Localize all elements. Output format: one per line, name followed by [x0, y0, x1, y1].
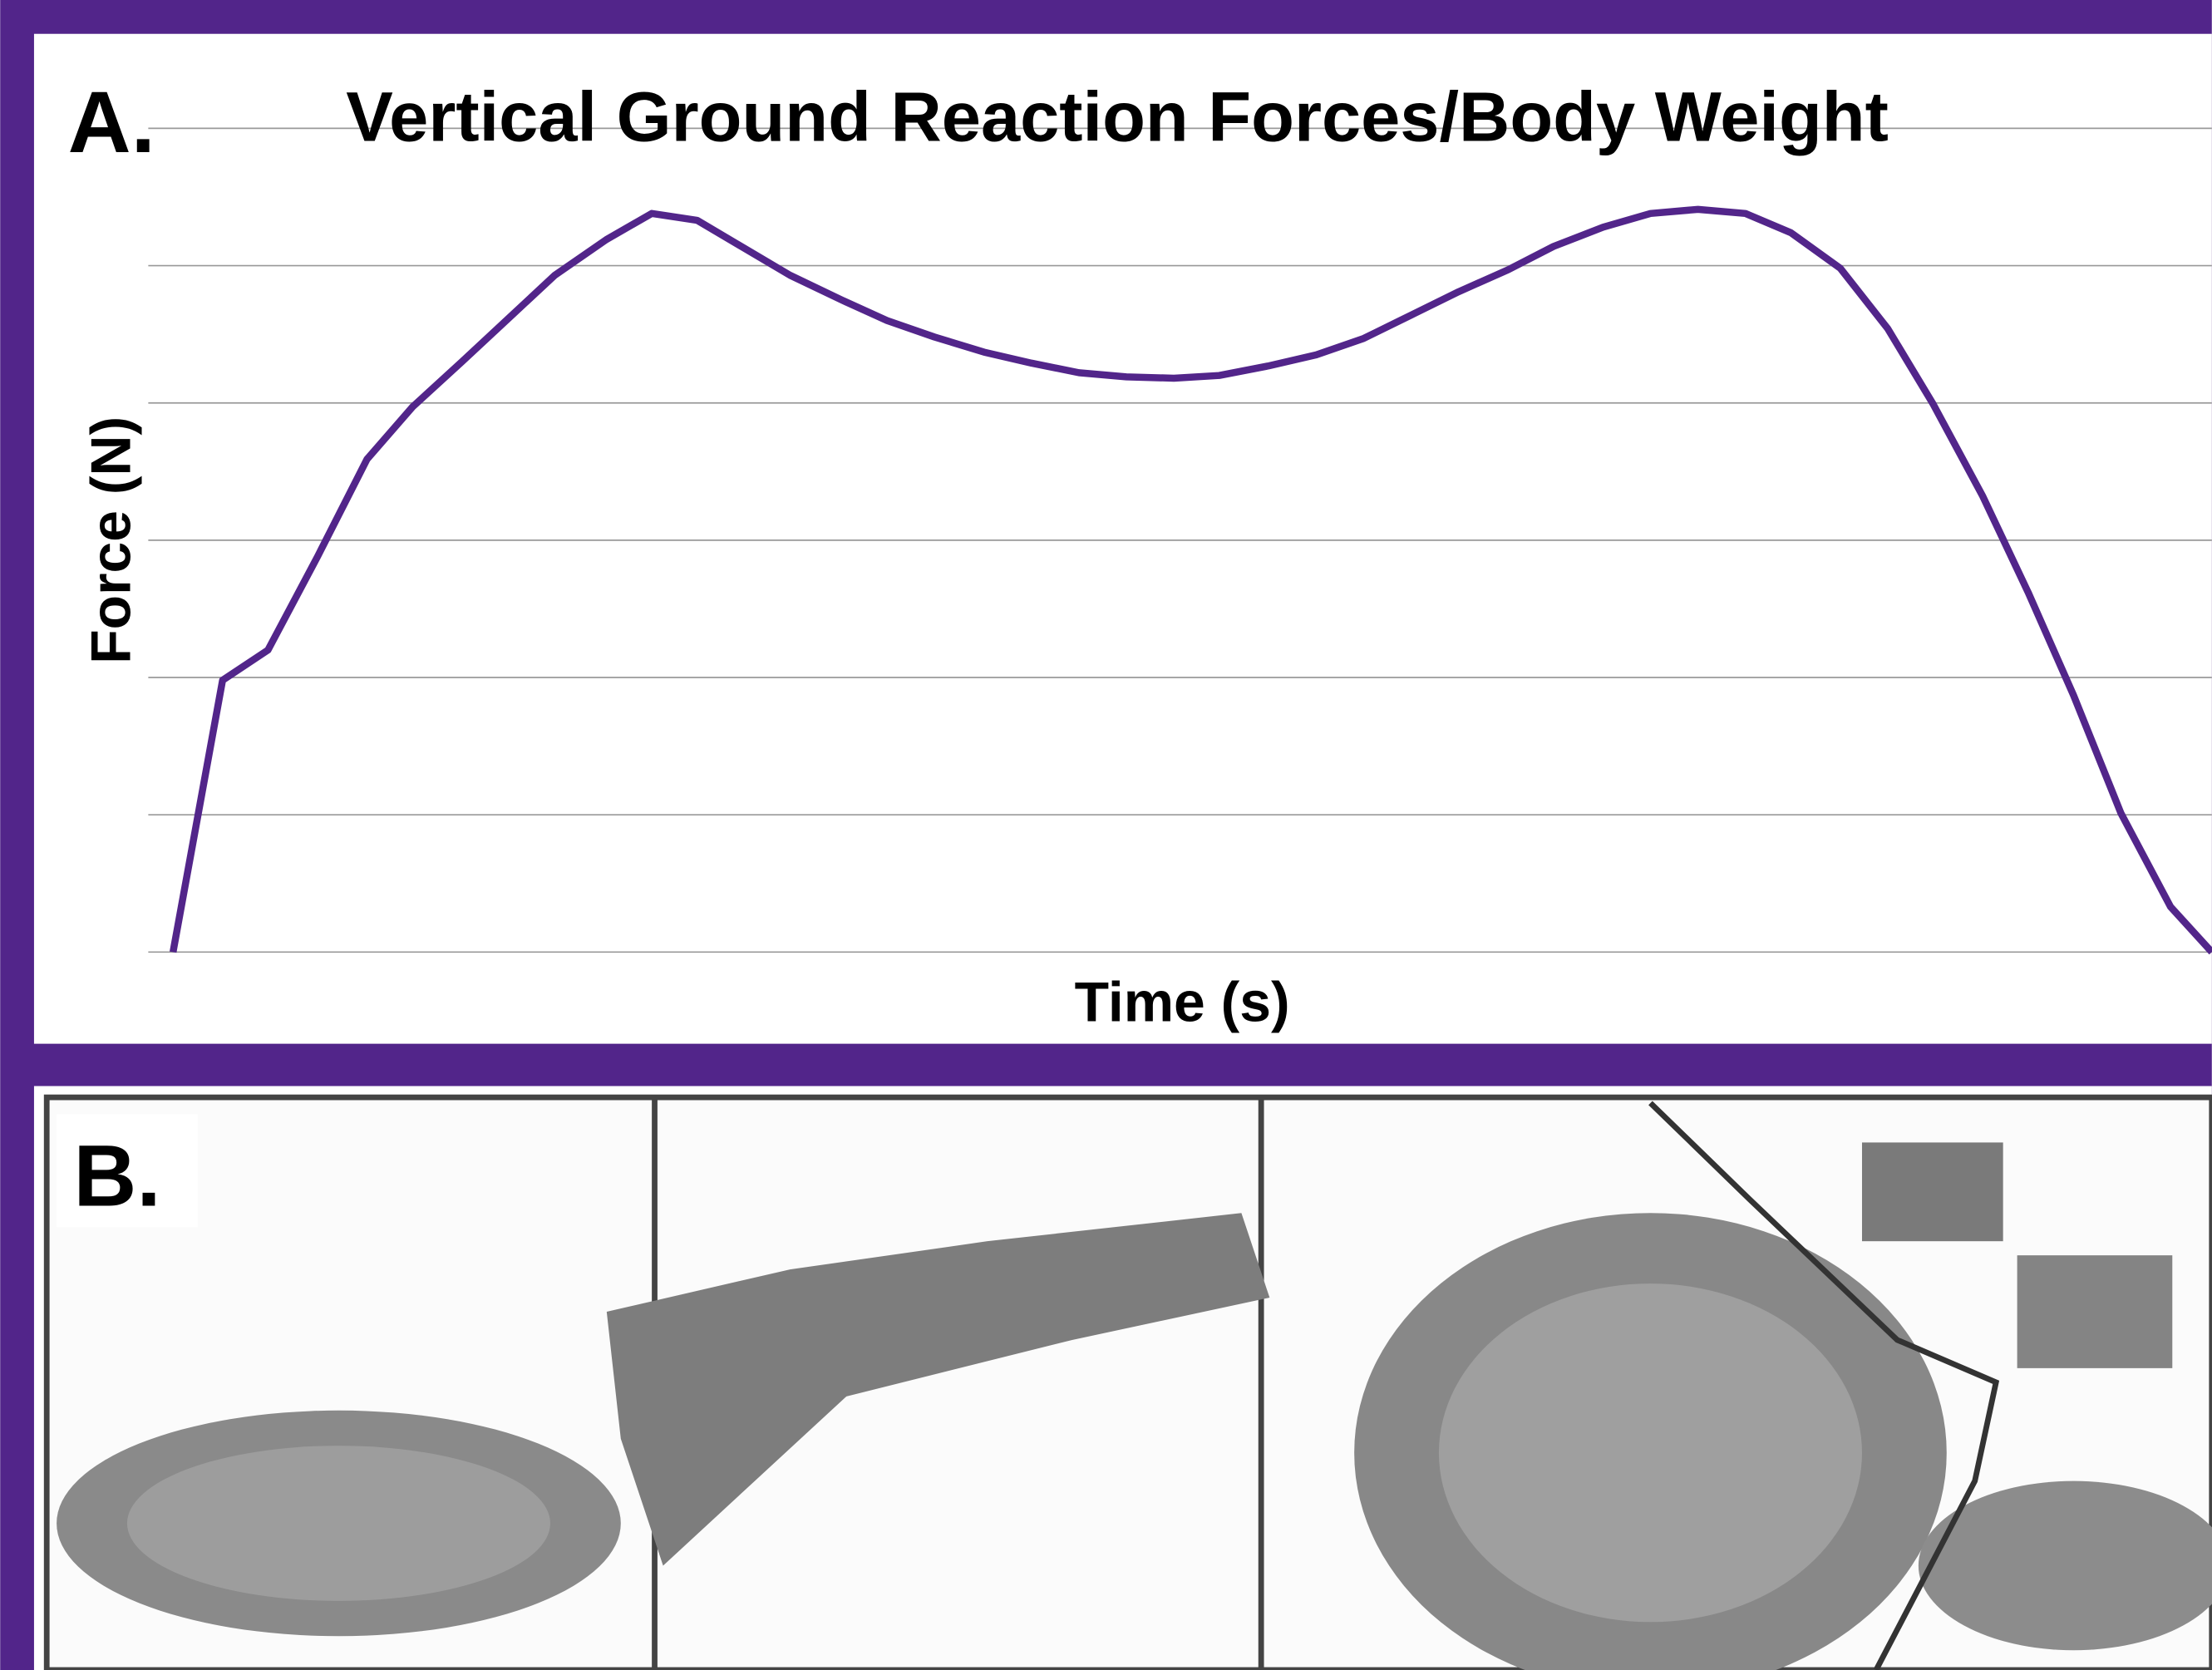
footprint — [1862, 1142, 2003, 1241]
footprint — [1439, 1283, 1862, 1622]
panel-label: A. — [68, 74, 155, 171]
y-axis-label: Force (N) — [80, 416, 142, 664]
footprint — [2017, 1255, 2173, 1368]
page: A. Vertical Ground Reaction Forces/Body … — [0, 0, 2212, 1670]
panel-a — [34, 34, 2212, 1044]
pressure-image — [47, 1097, 2212, 1670]
panel-label: B. — [73, 1128, 160, 1225]
figure: A. Vertical Ground Reaction Forces/Body … — [0, 0, 2212, 1670]
footprint — [127, 1446, 550, 1601]
x-axis-label: Time (s) — [1075, 971, 1290, 1033]
chart-title: Vertical Ground Reaction Forces/Body Wei… — [346, 77, 1889, 156]
